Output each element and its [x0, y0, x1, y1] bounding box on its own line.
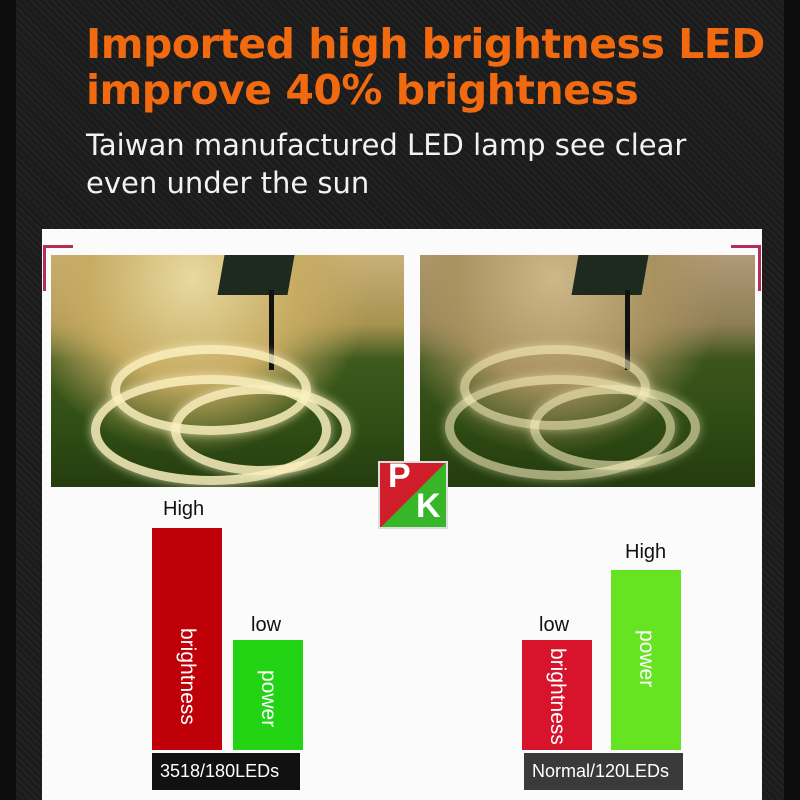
product-photo-normal [420, 255, 755, 487]
right-brightness-label: low [539, 614, 570, 636]
right-power-label: High [625, 541, 667, 563]
right-led-tag: Normal/120LEDs [524, 753, 683, 790]
bar-text: power [257, 670, 280, 728]
corner-bracket [43, 245, 73, 291]
stake [269, 290, 274, 370]
bar-text: brightness [176, 628, 199, 725]
left-brightness-bar: brightness [152, 528, 222, 750]
left-brightness-label: High [163, 498, 205, 520]
left-edge [0, 0, 16, 800]
solar-panel [571, 255, 649, 295]
left-power-bar: power [233, 640, 303, 750]
right-brightness-bar: brightness [522, 640, 592, 750]
headline-line-2: improve 40% brightness [86, 66, 639, 114]
right-power-bar: power [611, 570, 681, 750]
left-led-tag: 3518/180LEDs [152, 753, 300, 790]
corner-bracket [731, 245, 761, 291]
stake [625, 290, 630, 370]
subheadline-line-2: even under the sun [86, 166, 370, 200]
led-rope [530, 385, 700, 470]
left-power-label: low [251, 614, 282, 636]
headline-line-1: Imported high brightness LED [86, 20, 765, 68]
bar-text: power [635, 630, 658, 688]
solar-panel [217, 255, 295, 295]
pk-logo: P K [378, 457, 448, 529]
led-rope [171, 385, 351, 475]
product-photo-bright [51, 255, 404, 487]
subheadline-line-1: Taiwan manufactured LED lamp see clear [86, 128, 687, 162]
right-edge [784, 0, 800, 800]
bar-text: brightness [546, 648, 569, 745]
